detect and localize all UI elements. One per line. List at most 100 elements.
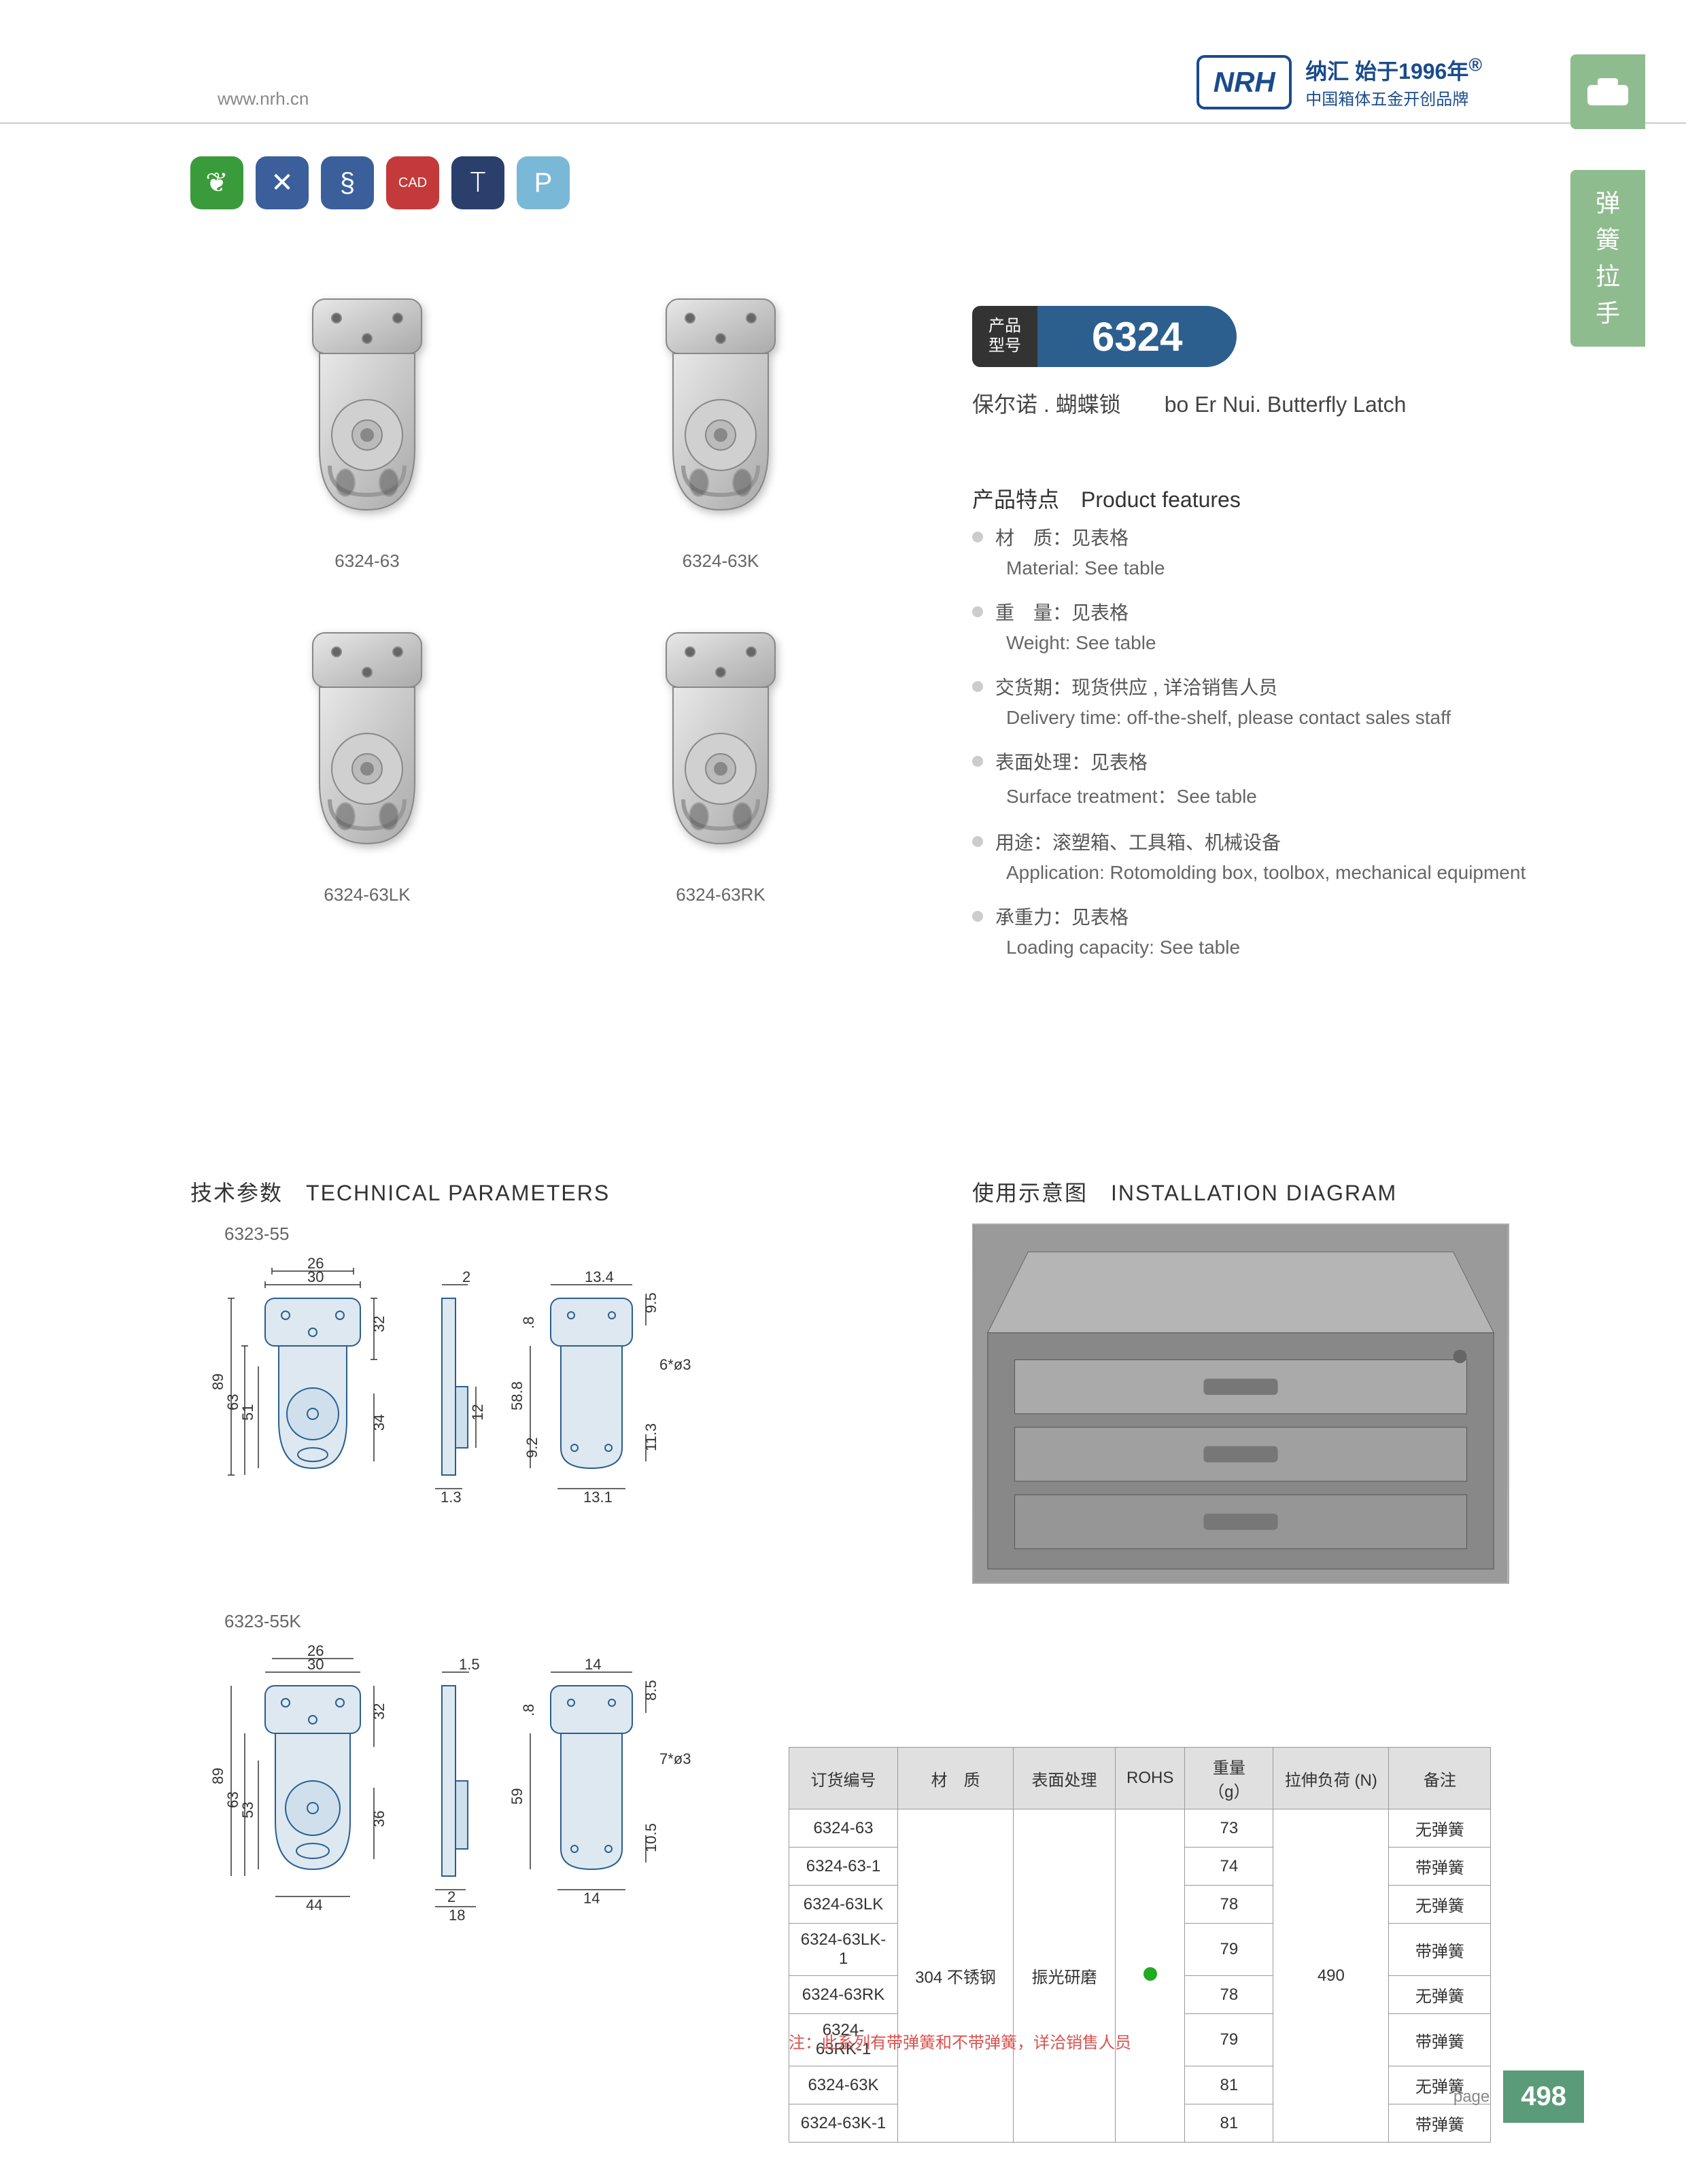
spec-table: 订货编号材 质表面处理ROHS重量（g）拉伸负荷 (N)备注 6324-6330… [789, 1747, 1491, 2143]
svg-text:44: 44 [306, 1896, 322, 1913]
svg-text:36: 36 [371, 1811, 388, 1827]
page-label: page [1453, 2087, 1490, 2107]
svg-text:58.8: 58.8 [509, 1381, 526, 1410]
svg-text:1.5: 1.5 [459, 1656, 480, 1673]
tagline-1: 纳汇 始于1996年® [1305, 54, 1482, 86]
logo-area: NRH 纳汇 始于1996年® 中国箱体五金开创品牌 [1197, 54, 1482, 109]
svg-text:9.2: 9.2 [523, 1437, 540, 1458]
product-item: 6324-63K [585, 279, 857, 572]
svg-text:34: 34 [371, 1415, 388, 1431]
cell-weight: 73 [1185, 1809, 1273, 1848]
svg-text:10.5: 10.5 [642, 1823, 659, 1852]
svg-text:89: 89 [209, 1374, 226, 1390]
svg-text:13.4: 13.4 [585, 1268, 614, 1285]
product-name: 保尔诺 . 蝴蝶锁 bo Er Nui. Butterfly Latch [972, 387, 1406, 419]
feature-icons: ❦✕§CAD⟙P [190, 156, 570, 209]
svg-text:89: 89 [209, 1768, 226, 1784]
logo-text: 纳汇 始于1996年® 中国箱体五金开创品牌 [1305, 54, 1482, 109]
feature-icon: ⟙ [451, 156, 504, 209]
features-title: 产品特点 Product features [972, 483, 1241, 514]
cell-order: 6324-63-1 [789, 1848, 898, 1886]
product-label: 6324-63RK [676, 884, 765, 905]
cell-weight: 79 [1185, 2014, 1273, 2066]
svg-text:1.3: 1.3 [441, 1489, 462, 1506]
table-header: ROHS [1116, 1748, 1185, 1809]
feature-cn: 承重力：见表格 [972, 903, 1530, 930]
table-header: 材 质 [898, 1748, 1014, 1809]
cell-note: 无弹簧 [1389, 1976, 1491, 2014]
feature-cn: 材 质：见表格 [972, 523, 1530, 551]
product-image [598, 279, 843, 537]
technical-diagram-1: 30 26 89 63 51 32 34 2 1.3 12 13.4 58.8 … [190, 1258, 802, 1597]
svg-text:14: 14 [585, 1656, 601, 1673]
installation-photo [972, 1224, 1509, 1584]
tech-params-title: 技术参数 TECHNICAL PARAMETERS [190, 1176, 610, 1207]
feature-cn: 重 量：见表格 [972, 598, 1530, 625]
product-image [245, 279, 489, 537]
feature-item: 承重力：见表格 Loading capacity: See table [972, 903, 1530, 958]
cell-order: 6324-63LK-1 [789, 1924, 898, 1976]
header-divider [0, 122, 1686, 124]
cell-note: 带弹簧 [1389, 2014, 1491, 2066]
model-number: 6324 [1037, 306, 1237, 367]
feature-item: 材 质：见表格 Material: See table [972, 523, 1530, 579]
technical-diagram-2: 30 26 89 63 53 32 36 44 1.5 2 18 14 59 8… [190, 1645, 802, 1998]
side-tab-icon [1570, 54, 1645, 129]
svg-text:2: 2 [447, 1888, 455, 1905]
svg-text:14: 14 [583, 1890, 600, 1907]
cell-order: 6324-63K [789, 2066, 898, 2104]
feature-icon: § [321, 156, 374, 209]
product-item: 6324-63LK [231, 612, 503, 905]
feature-icon: ✕ [256, 156, 309, 209]
cell-weight: 81 [1185, 2104, 1273, 2143]
svg-text:.8: .8 [520, 1704, 537, 1716]
table-row: 6324-63304 不锈钢振光研磨73490无弹簧 [789, 1809, 1491, 1848]
svg-text:59: 59 [509, 1788, 526, 1805]
cell-weight: 78 [1185, 1976, 1273, 2014]
cell-order: 6324-63LK [789, 1886, 898, 1924]
feature-en: Weight: See table [972, 632, 1530, 654]
feature-item: 重 量：见表格 Weight: See table [972, 598, 1530, 654]
svg-text:53: 53 [239, 1802, 256, 1818]
cell-note: 带弹簧 [1389, 1848, 1491, 1886]
svg-text:51: 51 [239, 1404, 256, 1421]
feature-en: Surface treatment：See table [972, 782, 1530, 809]
product-item: 6324-63RK [585, 612, 857, 905]
diagram-1-label: 6323-55 [224, 1224, 289, 1245]
cell-load: 490 [1273, 1809, 1389, 2143]
product-image [245, 612, 489, 871]
cell-note: 带弹簧 [1389, 1924, 1491, 1976]
website-url: www.nrh.cn [218, 88, 309, 109]
feature-cn: 交货期：现货供应 , 详洽销售人员 [972, 673, 1530, 700]
svg-text:13.1: 13.1 [583, 1489, 613, 1506]
cell-order: 6324-63RK [789, 1976, 898, 2014]
feature-item: 用途：滚塑箱、工具箱、机械设备 Application: Rotomolding… [972, 828, 1530, 884]
feature-cn: 用途：滚塑箱、工具箱、机械设备 [972, 828, 1530, 855]
product-label: 6324-63 [334, 551, 399, 572]
table-header: 订货编号 [789, 1748, 898, 1809]
svg-text:12: 12 [469, 1404, 486, 1421]
feature-item: 交货期：现货供应 , 详洽销售人员 Delivery time: off-the… [972, 673, 1530, 729]
svg-text:32: 32 [371, 1703, 388, 1720]
features-list: 材 质：见表格 Material: See table 重 量：见表格 Weigh… [972, 523, 1530, 958]
product-gallery: 6324-63 6324-63K [231, 279, 857, 905]
svg-text:.8: .8 [520, 1317, 537, 1329]
svg-text:9.5: 9.5 [642, 1292, 659, 1313]
model-badge: 产品型号 6324 [972, 306, 1237, 367]
cell-note: 无弹簧 [1389, 1886, 1491, 1924]
product-label: 6324-63K [683, 551, 759, 572]
svg-text:8.5: 8.5 [642, 1680, 659, 1701]
table-note: 注：此系列有带弹簧和不带弹簧，详洽销售人员 [789, 2029, 1131, 2053]
feature-en: Application: Rotomolding box, toolbox, m… [972, 862, 1530, 884]
product-image [598, 612, 843, 871]
cell-surface: 振光研磨 [1014, 1809, 1116, 2143]
feature-item: 表面处理：见表格 Surface treatment：See table [972, 748, 1530, 809]
svg-text:18: 18 [449, 1907, 465, 1924]
feature-en: Delivery time: off-the-shelf, please con… [972, 707, 1530, 729]
cell-weight: 78 [1185, 1886, 1273, 1924]
table-header: 重量（g） [1185, 1748, 1273, 1809]
feature-en: Material: See table [972, 557, 1530, 579]
table-header: 拉伸负荷 (N) [1273, 1748, 1389, 1809]
diagram-2-label: 6323-55K [224, 1611, 301, 1632]
svg-text:2: 2 [462, 1268, 470, 1285]
